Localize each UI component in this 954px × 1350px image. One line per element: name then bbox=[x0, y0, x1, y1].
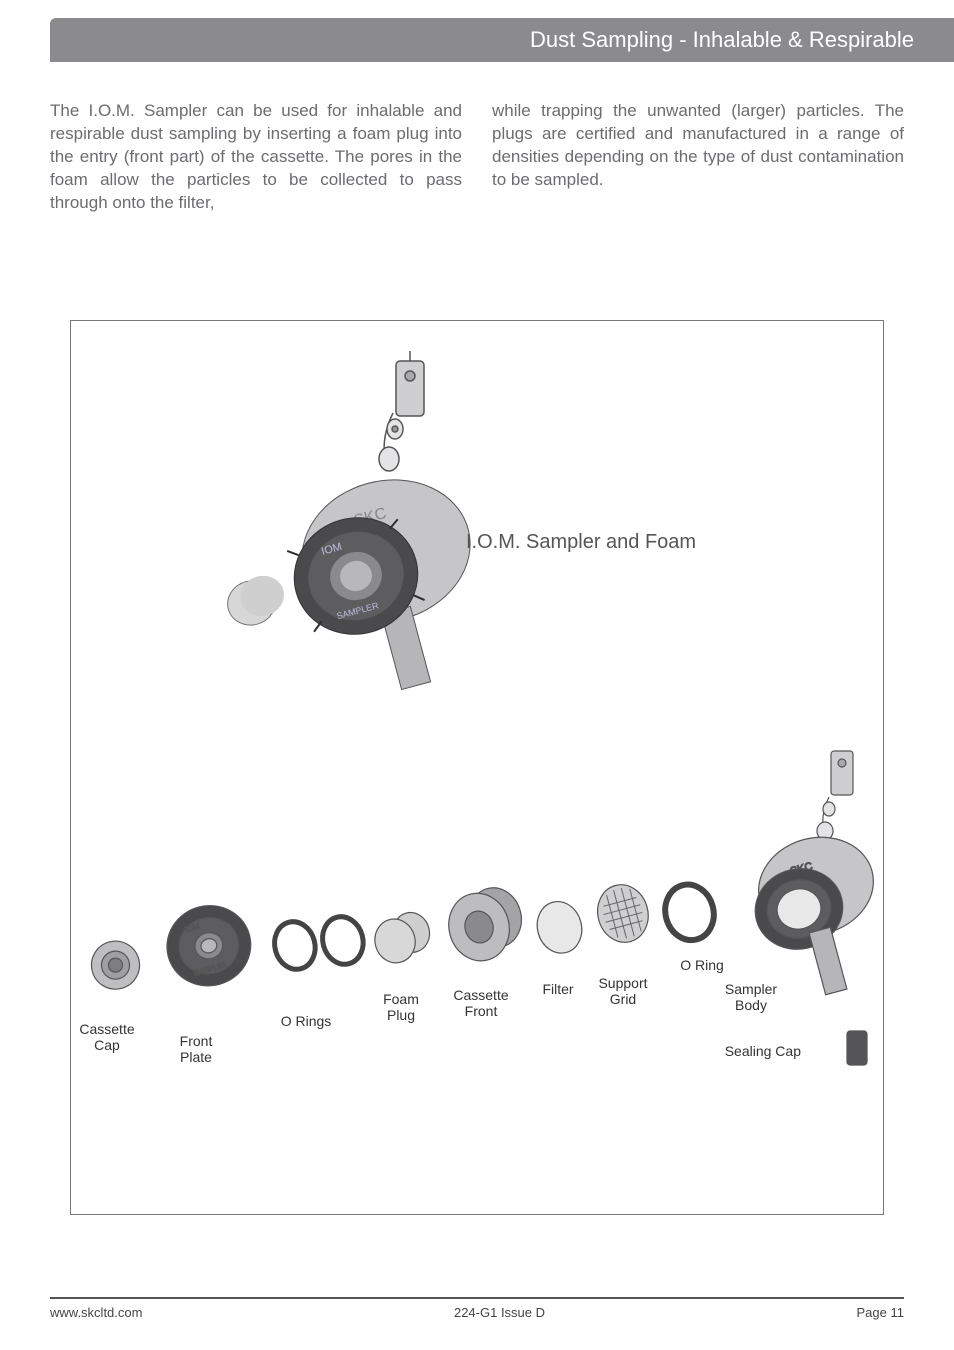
header-title: Dust Sampling - Inhalable & Respirable bbox=[530, 27, 914, 53]
body-text: The I.O.M. Sampler can be used for inhal… bbox=[50, 100, 904, 215]
footer-left: www.skcltd.com bbox=[50, 1305, 142, 1320]
sampler-assembled-illustration: SKC IOM SAMPLER bbox=[211, 351, 531, 701]
label-front-plate: FrontPlate bbox=[161, 1033, 231, 1065]
label-sampler-body: SamplerBody bbox=[711, 981, 791, 1013]
diagram-box: SKC IOM SAMPLER bbox=[70, 320, 884, 1215]
label-cassette-front: CassetteFront bbox=[441, 987, 521, 1019]
label-o-ring: O Ring bbox=[667, 957, 737, 973]
paragraph-col-1: The I.O.M. Sampler can be used for inhal… bbox=[50, 100, 462, 215]
label-filter: Filter bbox=[533, 981, 583, 997]
label-cassette-cap: CassetteCap bbox=[67, 1021, 147, 1053]
label-foam-plug: FoamPlug bbox=[371, 991, 431, 1023]
label-sealing-cap: Sealing Cap bbox=[691, 1043, 801, 1059]
label-support-grid: SupportGrid bbox=[588, 975, 658, 1007]
footer-center: 224-G1 Issue D bbox=[454, 1305, 545, 1320]
footer: www.skcltd.com 224-G1 Issue D Page 11 bbox=[50, 1297, 904, 1320]
diagram-title: I.O.M. Sampler and Foam bbox=[466, 531, 696, 554]
footer-right: Page 11 bbox=[857, 1305, 904, 1320]
paragraph-col-2: while trapping the unwanted (larger) par… bbox=[492, 100, 904, 215]
label-o-rings: O Rings bbox=[266, 1013, 346, 1029]
header-bar: Dust Sampling - Inhalable & Respirable bbox=[50, 18, 954, 62]
sampler-exploded-illustration: IOM SAMPLER bbox=[71, 741, 885, 1191]
